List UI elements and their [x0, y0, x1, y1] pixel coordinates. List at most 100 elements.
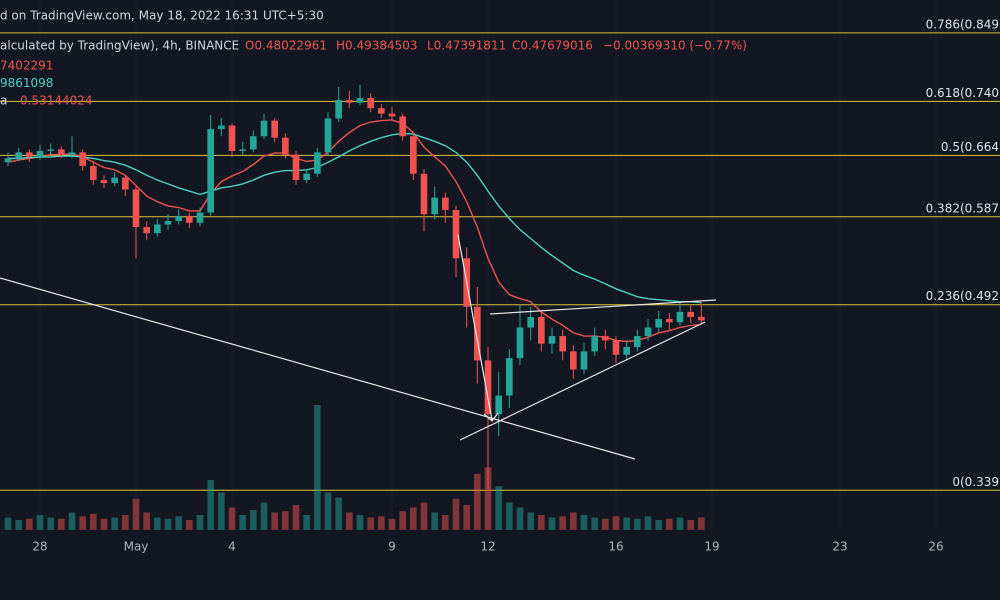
- candle-body: [26, 152, 33, 157]
- volume-bar: [26, 518, 33, 530]
- candle-body: [282, 137, 289, 155]
- candle-body: [175, 215, 182, 222]
- volume-bar: [634, 518, 641, 530]
- legend-value: 7402291: [0, 59, 53, 73]
- legend-value: 9861098: [0, 76, 53, 90]
- volume-bar: [644, 516, 652, 530]
- volume-bar: [282, 511, 289, 530]
- volume-bar: [516, 507, 524, 530]
- candle-body: [324, 118, 332, 153]
- candle-body: [666, 319, 673, 323]
- x-tick-label: 12: [480, 540, 495, 554]
- candle-body: [420, 173, 428, 215]
- volume-bar: [239, 515, 246, 530]
- legend: 7402291 9861098 a 0.53144024: [0, 59, 93, 108]
- candle-body: [399, 116, 406, 137]
- volume-bar: [122, 515, 129, 530]
- header-open: O0.48022961: [245, 39, 327, 53]
- x-tick-label: 4: [228, 540, 236, 554]
- volume-bar: [218, 492, 225, 530]
- ma-line: [8, 132, 702, 304]
- volume-bar: [100, 518, 108, 530]
- candle-body: [431, 197, 438, 215]
- candle-body: [346, 100, 353, 103]
- candle-body: [538, 317, 545, 344]
- candle-body: [698, 316, 705, 321]
- candle-body: [559, 336, 566, 352]
- volume-bar: [431, 512, 438, 530]
- volume-bar: [420, 502, 428, 530]
- candle-body: [442, 197, 449, 211]
- volume-bar: [559, 516, 566, 530]
- volume-bar: [527, 512, 534, 530]
- legend-value: 0.53144024: [20, 94, 93, 108]
- volume-bar: [175, 516, 182, 530]
- volume-bar: [410, 507, 417, 530]
- arrow-head: [483, 412, 499, 422]
- candle-body: [367, 98, 374, 109]
- candle-body: [132, 189, 140, 228]
- volume-bar: [612, 516, 620, 530]
- volume-bar: [186, 520, 193, 530]
- candle-body: [292, 154, 300, 180]
- candle-body: [495, 395, 502, 415]
- volume-bar: [452, 498, 460, 530]
- volume-bar: [228, 507, 236, 530]
- volume-bar: [676, 517, 684, 530]
- volume-bar: [164, 518, 172, 530]
- candle-body: [527, 317, 534, 328]
- volume-bar: [303, 515, 310, 530]
- volume-bar: [602, 518, 609, 530]
- volume-bar: [132, 498, 140, 530]
- candle-body: [15, 152, 22, 159]
- x-tick-label: 28: [32, 540, 47, 554]
- volume-bar: [687, 520, 694, 530]
- candle-body: [260, 120, 268, 137]
- candle-body: [474, 306, 481, 361]
- x-tick-label: 9: [388, 540, 396, 554]
- candle-body: [644, 327, 652, 337]
- volume-bar: [378, 516, 385, 530]
- candle-body: [634, 336, 641, 347]
- ma-line: [7, 119, 702, 343]
- candle-body: [79, 152, 86, 166]
- candle-body: [591, 336, 598, 352]
- fib-label: 0(0.339: [952, 475, 999, 489]
- volume-bar: [292, 505, 300, 530]
- candle-body: [250, 136, 257, 150]
- fib-label: 0.236(0.492: [926, 289, 999, 303]
- candle-body: [612, 340, 620, 355]
- volume-bar: [538, 515, 545, 530]
- volume-bar: [367, 517, 374, 530]
- volume-bar: [623, 517, 630, 530]
- volume-bar: [58, 518, 65, 530]
- volume-bar: [474, 473, 481, 530]
- volume-bar: [484, 467, 492, 530]
- candle-body: [164, 221, 172, 225]
- volume-bar: [570, 512, 577, 530]
- candle-body: [100, 179, 108, 184]
- volume-bar: [506, 502, 513, 530]
- volume-bar: [47, 517, 54, 530]
- fib-label: 0.382(0.587: [926, 201, 999, 215]
- candle-body: [36, 150, 44, 157]
- candle-body: [602, 336, 609, 341]
- volume-bar: [68, 512, 76, 530]
- header-close: C0.47679016: [512, 39, 593, 53]
- volume-bar: [655, 520, 662, 530]
- candle-body: [58, 149, 65, 155]
- candles: [4, 84, 705, 489]
- candle-body: [90, 165, 97, 180]
- candle-body: [516, 327, 524, 359]
- trend-line: [459, 321, 706, 441]
- volume-bar: [15, 520, 22, 530]
- x-tick-label: 19: [704, 540, 719, 554]
- candle-body: [356, 98, 364, 103]
- candle-body: [111, 177, 118, 184]
- trend-line: [0, 277, 636, 460]
- header-high: H0.49384503: [336, 39, 418, 53]
- header-symbol: alculated by TradingView), 4h, BINANCE: [0, 39, 239, 53]
- volume-bar: [90, 513, 97, 530]
- volume-bar: [591, 517, 598, 530]
